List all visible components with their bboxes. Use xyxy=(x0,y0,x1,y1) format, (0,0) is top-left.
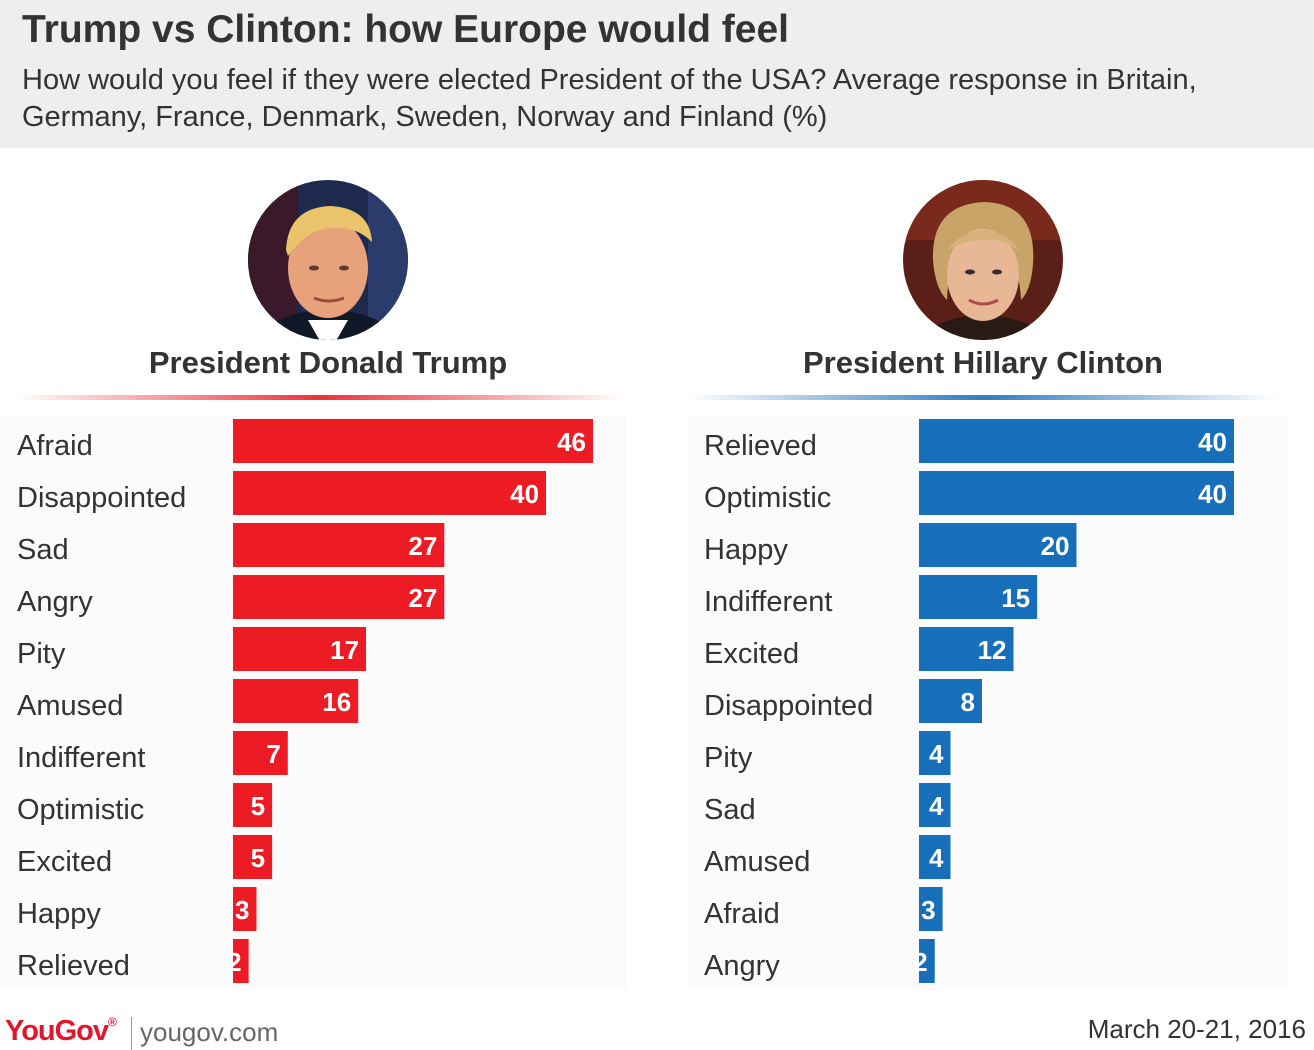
trump-bar xyxy=(233,731,288,775)
trump-category-label: Excited xyxy=(17,846,112,878)
trump-category-label: Angry xyxy=(17,586,93,618)
clinton-bar xyxy=(919,731,951,775)
trump-category-label: Sad xyxy=(17,534,69,566)
chart-subtitle: How would you feel if they were elected … xyxy=(22,64,1197,133)
clinton-portrait xyxy=(903,180,1063,340)
trump-category-label: Happy xyxy=(17,898,101,930)
registered-mark: ® xyxy=(108,1015,117,1029)
trump-bar xyxy=(233,939,249,983)
clinton-category-label: Optimistic xyxy=(704,482,831,514)
clinton-value-label: 20 xyxy=(1041,531,1070,561)
trump-value-label: 46 xyxy=(557,427,586,457)
clinton-bar xyxy=(919,419,1234,463)
clinton-panel: President Hillary Clinton Relieved 40 Opti… xyxy=(688,165,1314,995)
trump-value-label: 27 xyxy=(408,531,437,561)
clinton-bar xyxy=(919,679,982,723)
footer-url[interactable]: yougov.com xyxy=(140,1017,279,1047)
footer-separator xyxy=(131,1017,132,1050)
trump-category-label: Relieved xyxy=(17,950,130,982)
trump-category-label: Amused xyxy=(17,690,123,722)
trump-category-label: Disappointed xyxy=(17,482,186,514)
trump-bar xyxy=(233,887,257,931)
trump-bar xyxy=(233,627,367,671)
clinton-bar xyxy=(919,471,1234,515)
trump-label: President Donald Trump xyxy=(148,345,508,380)
trump-value-label: 5 xyxy=(251,791,265,821)
trump-value-label: 40 xyxy=(510,479,539,509)
clinton-value-label: 2 xyxy=(913,947,927,977)
trump-category-label: Indifferent xyxy=(17,742,145,774)
trump-bar xyxy=(233,471,547,515)
clinton-category-label: Indifferent xyxy=(704,586,832,618)
clinton-value-label: 4 xyxy=(929,791,944,821)
trump-value-label: 3 xyxy=(235,895,249,925)
trump-chart-area: Afraid 46 Disappointed 40 Sad 27 Angry 27 Pity 17… xyxy=(0,415,626,990)
trump-category-label: Afraid xyxy=(17,430,93,462)
trump-bar xyxy=(233,835,273,879)
trump-value-label: 7 xyxy=(266,739,280,769)
clinton-bar xyxy=(919,783,951,827)
clinton-bar xyxy=(919,887,943,931)
clinton-value-label: 40 xyxy=(1198,479,1227,509)
trump-bar xyxy=(233,679,359,723)
chart-title: Trump vs Clinton: how Europe would feel xyxy=(22,8,790,51)
clinton-chart-area: Relieved 40 Optimistic 40 Happy 20 Indifferent… xyxy=(688,415,1288,990)
clinton-value-label: 8 xyxy=(961,687,975,717)
clinton-bar xyxy=(919,835,951,879)
clinton-bar-chart: Relieved 40 Optimistic 40 Happy 20 Indifferent… xyxy=(704,419,1234,983)
clinton-value-label: 12 xyxy=(978,635,1007,665)
trump-panel: President Donald Trump Afraid 46 Disappoin… xyxy=(0,165,626,995)
trump-value-label: 17 xyxy=(330,635,359,665)
trump-divider xyxy=(15,395,625,400)
trump-bar xyxy=(233,783,273,827)
clinton-label: President Hillary Clinton xyxy=(802,345,1163,380)
trump-value-label: 5 xyxy=(251,843,265,873)
clinton-category-label: Happy xyxy=(704,534,788,566)
clinton-bar xyxy=(919,627,1014,671)
clinton-category-label: Afraid xyxy=(704,898,780,930)
trump-category-label: Pity xyxy=(17,638,66,670)
trump-category-label: Optimistic xyxy=(17,794,144,826)
clinton-category-label: Amused xyxy=(704,846,810,878)
clinton-value-label: 40 xyxy=(1198,427,1227,457)
clinton-bar xyxy=(919,939,935,983)
trump-value-label: 27 xyxy=(408,583,437,613)
yougov-logo: YouGov® xyxy=(5,1015,117,1048)
clinton-category-label: Relieved xyxy=(704,430,817,462)
clinton-category-label: Disappointed xyxy=(704,690,873,722)
trump-bar xyxy=(233,575,445,619)
trump-value-label: 2 xyxy=(227,947,241,977)
logo-text: YouGov xyxy=(5,1015,109,1047)
clinton-value-label: 3 xyxy=(921,895,935,925)
header: Trump vs Clinton: how Europe would feel … xyxy=(0,0,1314,148)
trump-value-label: 16 xyxy=(322,687,351,717)
clinton-category-label: Sad xyxy=(704,794,756,826)
clinton-value-label: 4 xyxy=(929,739,944,769)
trump-bar xyxy=(233,419,593,463)
clinton-divider xyxy=(688,395,1278,400)
clinton-value-label: 4 xyxy=(929,843,944,873)
clinton-category-label: Excited xyxy=(704,638,799,670)
clinton-value-label: 15 xyxy=(1001,583,1030,613)
clinton-category-label: Pity xyxy=(704,742,753,774)
clinton-bar xyxy=(919,523,1077,567)
clinton-category-label: Angry xyxy=(704,950,780,982)
clinton-bar xyxy=(919,575,1038,619)
footer-date: March 20-21, 2016 xyxy=(1087,1014,1306,1044)
trump-bar xyxy=(233,523,445,567)
trump-portrait xyxy=(248,180,408,340)
